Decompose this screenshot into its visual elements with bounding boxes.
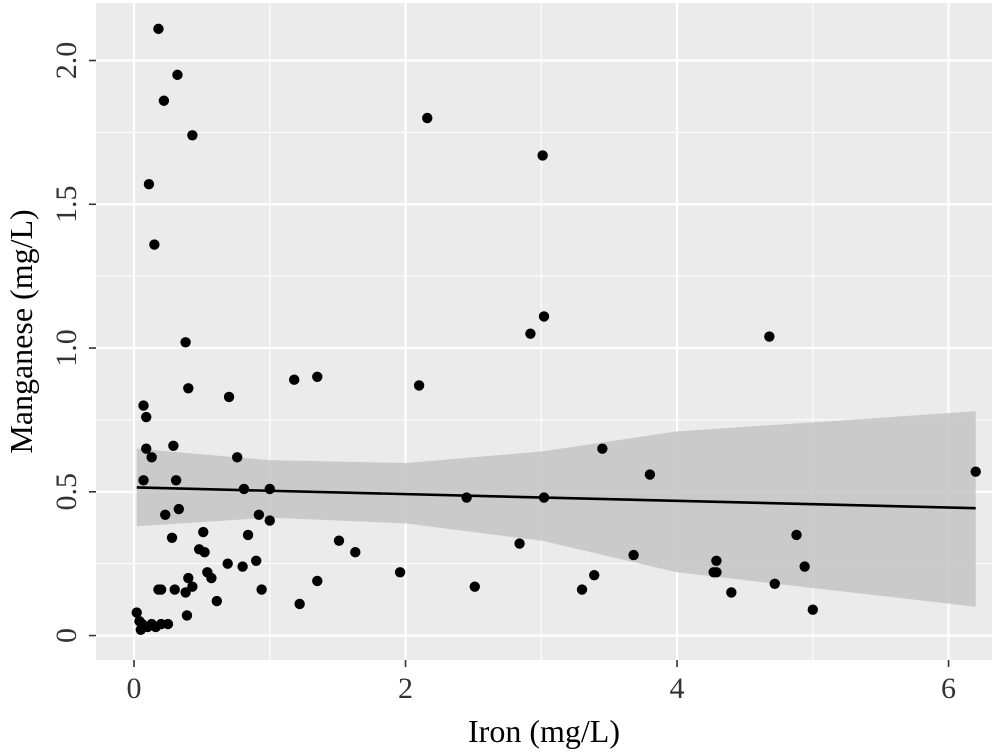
data-point [525, 328, 536, 339]
data-point [153, 23, 164, 35]
data-point [223, 391, 235, 403]
data-point [264, 483, 275, 495]
data-point [237, 561, 248, 572]
data-point [141, 411, 152, 423]
data-point [537, 150, 548, 161]
data-point [764, 331, 775, 342]
data-point [158, 95, 170, 106]
x-tick-label: 6 [941, 672, 956, 705]
data-point [644, 469, 656, 480]
data-point [350, 546, 361, 558]
data-point [538, 492, 550, 503]
data-point [413, 380, 425, 391]
data-point [160, 509, 171, 520]
data-point [180, 587, 191, 598]
data-point [183, 383, 194, 394]
y-tick-label: 0.5 [50, 473, 83, 511]
y-axis-title: Manganese (mg/L) [3, 209, 39, 453]
y-tick-label: 1.5 [50, 186, 83, 224]
data-point [155, 584, 167, 595]
data-point [807, 604, 818, 615]
data-point [169, 584, 180, 595]
y-tick-label: 1.0 [50, 329, 83, 367]
data-point [289, 374, 300, 385]
data-point [143, 178, 155, 190]
x-axis-ticks: 0 2 4 6 [127, 660, 956, 705]
data-point [131, 607, 142, 618]
data-points [131, 23, 981, 636]
data-point [711, 567, 722, 578]
data-point [422, 112, 433, 124]
x-tick-label: 4 [670, 672, 685, 705]
data-point [333, 535, 345, 546]
data-point [162, 618, 174, 630]
data-point [312, 371, 323, 382]
data-point [576, 584, 588, 595]
data-point [238, 483, 250, 495]
data-point [253, 509, 265, 520]
data-point [187, 130, 198, 141]
y-axis-ticks: 0 0.5 1.0 1.5 2.0 [50, 42, 96, 643]
data-point [538, 311, 550, 322]
data-point [250, 555, 262, 567]
data-point [211, 595, 223, 607]
data-point [138, 475, 149, 486]
data-point [170, 475, 182, 486]
data-point [181, 610, 193, 621]
data-point [799, 561, 810, 572]
data-point [222, 558, 233, 569]
data-point [138, 400, 149, 411]
data-point [198, 526, 209, 538]
data-point [242, 529, 254, 541]
data-point [173, 503, 185, 515]
data-point [312, 575, 323, 587]
regression-line [136, 486, 976, 510]
x-tick-label: 0 [127, 672, 142, 705]
data-point [180, 337, 191, 348]
data-point [769, 578, 780, 590]
data-point [172, 69, 183, 81]
data-point [597, 443, 608, 454]
data-point [589, 569, 600, 581]
data-point [187, 581, 198, 592]
data-point [141, 443, 152, 454]
data-point [394, 567, 406, 578]
y-tick-label: 2.0 [50, 42, 83, 80]
data-point [199, 546, 210, 558]
data-point [461, 492, 472, 503]
data-point [168, 440, 179, 451]
data-point [231, 452, 243, 463]
data-point [791, 529, 802, 541]
data-point [149, 239, 160, 250]
data-point [166, 532, 178, 544]
data-point [970, 466, 981, 477]
confidence-band [136, 411, 976, 607]
y-tick-label: 0 [50, 628, 83, 643]
data-point [146, 452, 157, 463]
data-point [183, 572, 194, 584]
x-axis-title: Iron (mg/L) [468, 713, 620, 749]
data-point [469, 581, 480, 592]
data-point [726, 587, 737, 598]
data-point [628, 549, 639, 561]
data-point [256, 584, 267, 595]
data-point [711, 555, 722, 567]
x-tick-label: 2 [398, 672, 413, 705]
data-point [206, 572, 217, 584]
data-point [264, 515, 275, 526]
data-point [294, 598, 305, 610]
data-point [514, 538, 525, 549]
